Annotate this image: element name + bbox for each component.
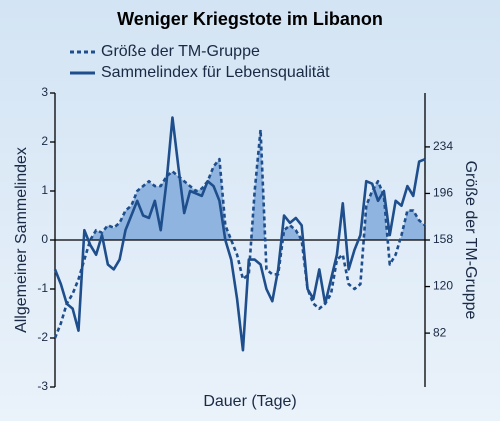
- series-line: [53, 116, 426, 352]
- legend-label: Größe der TM-Gruppe: [101, 43, 260, 60]
- area-fill: [55, 129, 425, 240]
- series-line: [53, 128, 426, 339]
- y-tick-label: -3: [37, 379, 48, 393]
- y2-tick-label: 82: [433, 325, 447, 339]
- y2-axis-label: Größe der TM-Gruppe: [462, 161, 479, 320]
- y2-tick-label: 158: [433, 232, 453, 246]
- y-tick-label: -2: [37, 330, 48, 344]
- x-axis-label: Dauer (Tage): [203, 393, 296, 410]
- y2-tick-label: 120: [433, 279, 453, 293]
- y-tick-label: 2: [41, 134, 48, 148]
- y-tick-label: 0: [41, 232, 48, 246]
- legend-label: Sammelindex für Lebensqualität: [101, 64, 330, 81]
- y-tick-label: -1: [37, 281, 48, 295]
- chart-title: Weniger Kriegstote im Libanon: [117, 9, 383, 29]
- y-tick-label: 1: [41, 183, 48, 197]
- y-tick-label: 3: [41, 85, 48, 99]
- y2-tick-label: 196: [433, 186, 453, 200]
- y-axis-label: Allgemeiner Sammelindex: [13, 147, 30, 333]
- y2-tick-label: 234: [433, 139, 453, 153]
